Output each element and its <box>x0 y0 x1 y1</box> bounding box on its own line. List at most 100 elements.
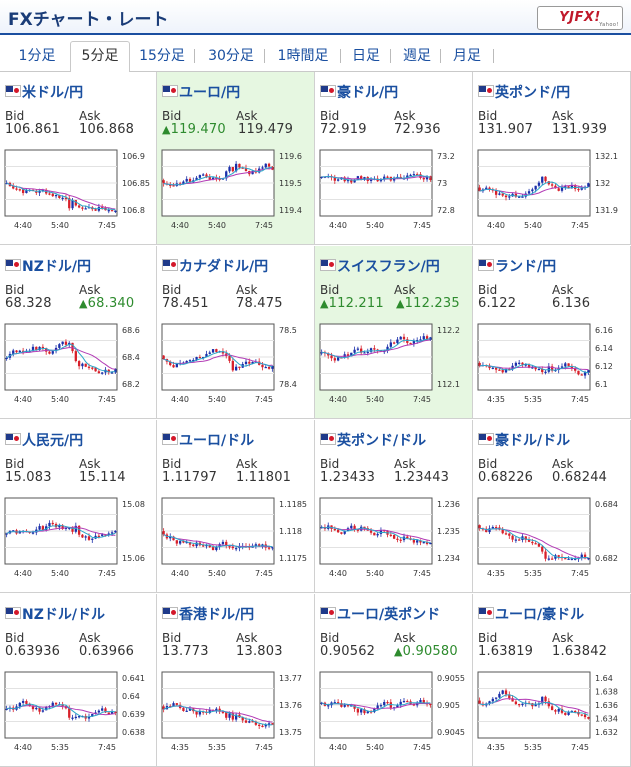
rate-card[interactable]: ユーロ/ドル Bid Ask 1.11797 1.11801 1.1185 1.118 1.1… <box>157 420 315 593</box>
candle-body <box>175 703 178 705</box>
ask-label: Ask <box>236 109 258 123</box>
page-title: FXチャート・レート <box>8 10 169 30</box>
pair-link[interactable]: ランド/円 <box>478 256 556 276</box>
rate-card[interactable]: 英ポンド/円 Bid Ask 131.907 131.939 132.1 132 131.9 4… <box>473 72 631 245</box>
y-tick-label: 132.1 <box>595 152 618 161</box>
rate-card[interactable]: カナダドル/円 Bid Ask 78.451 78.475 78.5 78.4 4:40 5:4… <box>157 246 315 419</box>
tab-1[interactable]: 5分足 <box>70 41 130 73</box>
candle-body <box>185 710 188 712</box>
rate-card[interactable]: NZドル/円 Bid Ask 68.328 68.340 68.6 68.4 68.2 4:40… <box>0 246 157 419</box>
rate-card[interactable]: 豪ドル/円 Bid Ask 72.919 72.936 73.2 73 72.8 4:40 5:4… <box>315 72 473 245</box>
y-tick-label: 106.9 <box>122 152 145 161</box>
rate-card[interactable]: 香港ドル/円 Bid Ask 13.773 13.803 13.77 13.76 13.75 4… <box>157 594 315 767</box>
bid-label: Bid <box>5 283 25 297</box>
ask-value: 1.63842 <box>552 644 608 659</box>
pair-link[interactable]: ユーロ/豪ドル <box>478 604 584 624</box>
candle-body <box>327 353 330 356</box>
yjfx-logo[interactable]: YJFX! Yahoo! <box>537 6 623 30</box>
candle-body <box>185 541 188 544</box>
rate-card[interactable]: ユーロ/円 Bid Ask 119.470 119.479 119.6 119.5 119.4… <box>157 72 315 245</box>
pair-link[interactable]: 米ドル/円 <box>5 82 83 102</box>
rate-card[interactable]: ユーロ/豪ドル Bid Ask 1.63819 1.63842 1.64 1.638 1.63… <box>473 594 631 767</box>
pair-link[interactable]: スイスフラン/円 <box>320 256 440 276</box>
chart-svg: 112.2 112.1 4:40 5:40 7:45 <box>319 323 460 404</box>
candle-body <box>478 525 481 529</box>
candle-body <box>231 546 234 549</box>
tab-4[interactable]: 1時間足 <box>277 48 329 64</box>
rate-card[interactable]: 豪ドル/ドル Bid Ask 0.68226 0.68244 0.684 0.682 4:35… <box>473 420 631 593</box>
rate-card[interactable]: 人民元/円 Bid Ask 15.083 15.114 15.08 15.06 4:40 5:4… <box>0 420 157 593</box>
short-ma-line <box>321 174 431 181</box>
candle-body <box>537 182 541 186</box>
rate-card[interactable]: NZドル/ドル Bid Ask 0.63936 0.63966 0.641 0.64 0.63… <box>0 594 157 767</box>
pair-link[interactable]: 英ポンド/円 <box>478 82 570 102</box>
mini-chart[interactable]: 106.9 106.85 106.8 4:40 5:40 7:45 <box>3 148 155 234</box>
candle-body <box>68 527 71 529</box>
candle-body <box>511 535 514 540</box>
candle-body <box>478 187 481 192</box>
pair-link[interactable]: 英ポンド/ドル <box>320 430 426 450</box>
pair-link[interactable]: 豪ドル/ドル <box>478 430 570 450</box>
bid-value: 0.68226 <box>478 470 534 485</box>
mini-chart[interactable]: 1.1185 1.118 1.1175 4:40 5:40 7:45 <box>160 496 312 582</box>
mini-chart[interactable]: 1.64 1.638 1.636 1.634 1.632 4:35 5:35 7:45 <box>476 670 628 756</box>
rate-card[interactable]: ランド/円 Bid Ask 6.122 6.136 6.16 6.14 6.12 6.1 4:35… <box>473 246 631 419</box>
pair-link[interactable]: NZドル/円 <box>5 256 91 276</box>
y-tick-label: 72.8 <box>437 206 455 215</box>
candle-body <box>360 176 363 180</box>
y-tick-label: 68.6 <box>122 326 140 335</box>
mini-chart[interactable]: 132.1 132 131.9 4:40 5:40 7:45 <box>476 148 628 234</box>
candle-body <box>114 368 117 373</box>
ask-value: 0.90580 <box>394 644 458 659</box>
short-ma-line <box>6 343 116 373</box>
tab-5[interactable]: 日足 <box>352 48 380 64</box>
mini-chart[interactable]: 1.236 1.235 1.234 4:40 5:40 7:45 <box>318 496 470 582</box>
candle-body <box>583 554 587 559</box>
candle-body <box>271 166 274 170</box>
mini-chart[interactable]: 0.684 0.682 4:35 5:35 7:45 <box>476 496 628 582</box>
candle-body <box>208 176 211 180</box>
mini-chart[interactable]: 68.6 68.4 68.2 4:40 5:40 7:45 <box>3 322 155 408</box>
rate-card[interactable]: 英ポンド/ドル Bid Ask 1.23433 1.23443 1.236 1.235 1.2… <box>315 420 473 593</box>
tab-7[interactable]: 月足 <box>453 48 481 64</box>
candle-body <box>583 714 587 718</box>
tab-3[interactable]: 30分足 <box>208 48 254 64</box>
pair-link[interactable]: ユーロ/ドル <box>162 430 254 450</box>
pair-link[interactable]: 人民元/円 <box>5 430 83 450</box>
tab-6[interactable]: 週足 <box>403 48 431 64</box>
mini-chart[interactable]: 15.08 15.06 4:40 5:40 7:45 <box>3 496 155 582</box>
pair-link[interactable]: ユーロ/円 <box>162 82 240 102</box>
chart-svg: 0.684 0.682 4:35 5:35 7:45 <box>477 497 618 578</box>
candle-body <box>567 712 570 715</box>
rate-card[interactable]: ユーロ/英ポンドBidAsk0.905620.905800.90550.9050… <box>315 594 473 767</box>
pair-link[interactable]: 豪ドル/円 <box>320 82 398 102</box>
candle-body <box>195 177 198 181</box>
pair-link[interactable]: 香港ドル/円 <box>162 604 254 624</box>
tab-2[interactable]: 15分足 <box>139 48 185 64</box>
chart-svg: 0.9055 0.905 0.9045 4:40 5:40 7:45 <box>319 671 465 752</box>
rate-card[interactable]: スイスフラン/円 Bid Ask 112.211 112.235 112.2 112.1 4:… <box>315 246 473 419</box>
pair-link[interactable]: カナダドル/円 <box>162 256 268 276</box>
candle-body <box>514 701 518 705</box>
candle-body <box>182 181 185 185</box>
bid-value: 119.470 <box>162 122 226 137</box>
y-tick-label: 0.64 <box>122 692 140 701</box>
mini-chart[interactable]: 13.77 13.76 13.75 4:35 5:35 7:45 <box>160 670 312 756</box>
rate-card[interactable]: 米ドル/円 Bid Ask 106.861 106.868 106.9 106.85 106.… <box>0 72 157 245</box>
long-ma-line <box>6 705 116 716</box>
mini-chart[interactable]: 119.6 119.5 119.4 4:40 5:40 7:45 <box>160 148 312 234</box>
mini-chart[interactable]: 6.16 6.14 6.12 6.1 4:35 5:35 7:45 <box>476 322 628 408</box>
x-time-label: 5:40 <box>51 569 69 578</box>
tab-0[interactable]: 1分足 <box>18 48 56 64</box>
pair-link[interactable]: NZドル/ドル <box>5 604 105 624</box>
pair-link[interactable]: ユーロ/英ポンド <box>320 604 440 624</box>
x-time-label: 4:40 <box>14 743 32 752</box>
mini-chart[interactable]: 0.641 0.64 0.639 0.638 4:40 5:35 7:45 <box>3 670 155 756</box>
mini-chart[interactable]: 112.2 112.1 4:40 5:40 7:45 <box>318 322 470 408</box>
mini-chart[interactable]: 78.5 78.4 4:40 5:40 7:45 <box>160 322 312 408</box>
mini-chart[interactable]: 0.9055 0.905 0.9045 4:40 5:40 7:45 <box>318 670 470 756</box>
candle-body <box>356 176 360 180</box>
candle-body <box>38 190 41 193</box>
logo-text: YJFX! <box>559 10 601 25</box>
mini-chart[interactable]: 73.2 73 72.8 4:40 5:40 7:45 <box>318 148 470 234</box>
